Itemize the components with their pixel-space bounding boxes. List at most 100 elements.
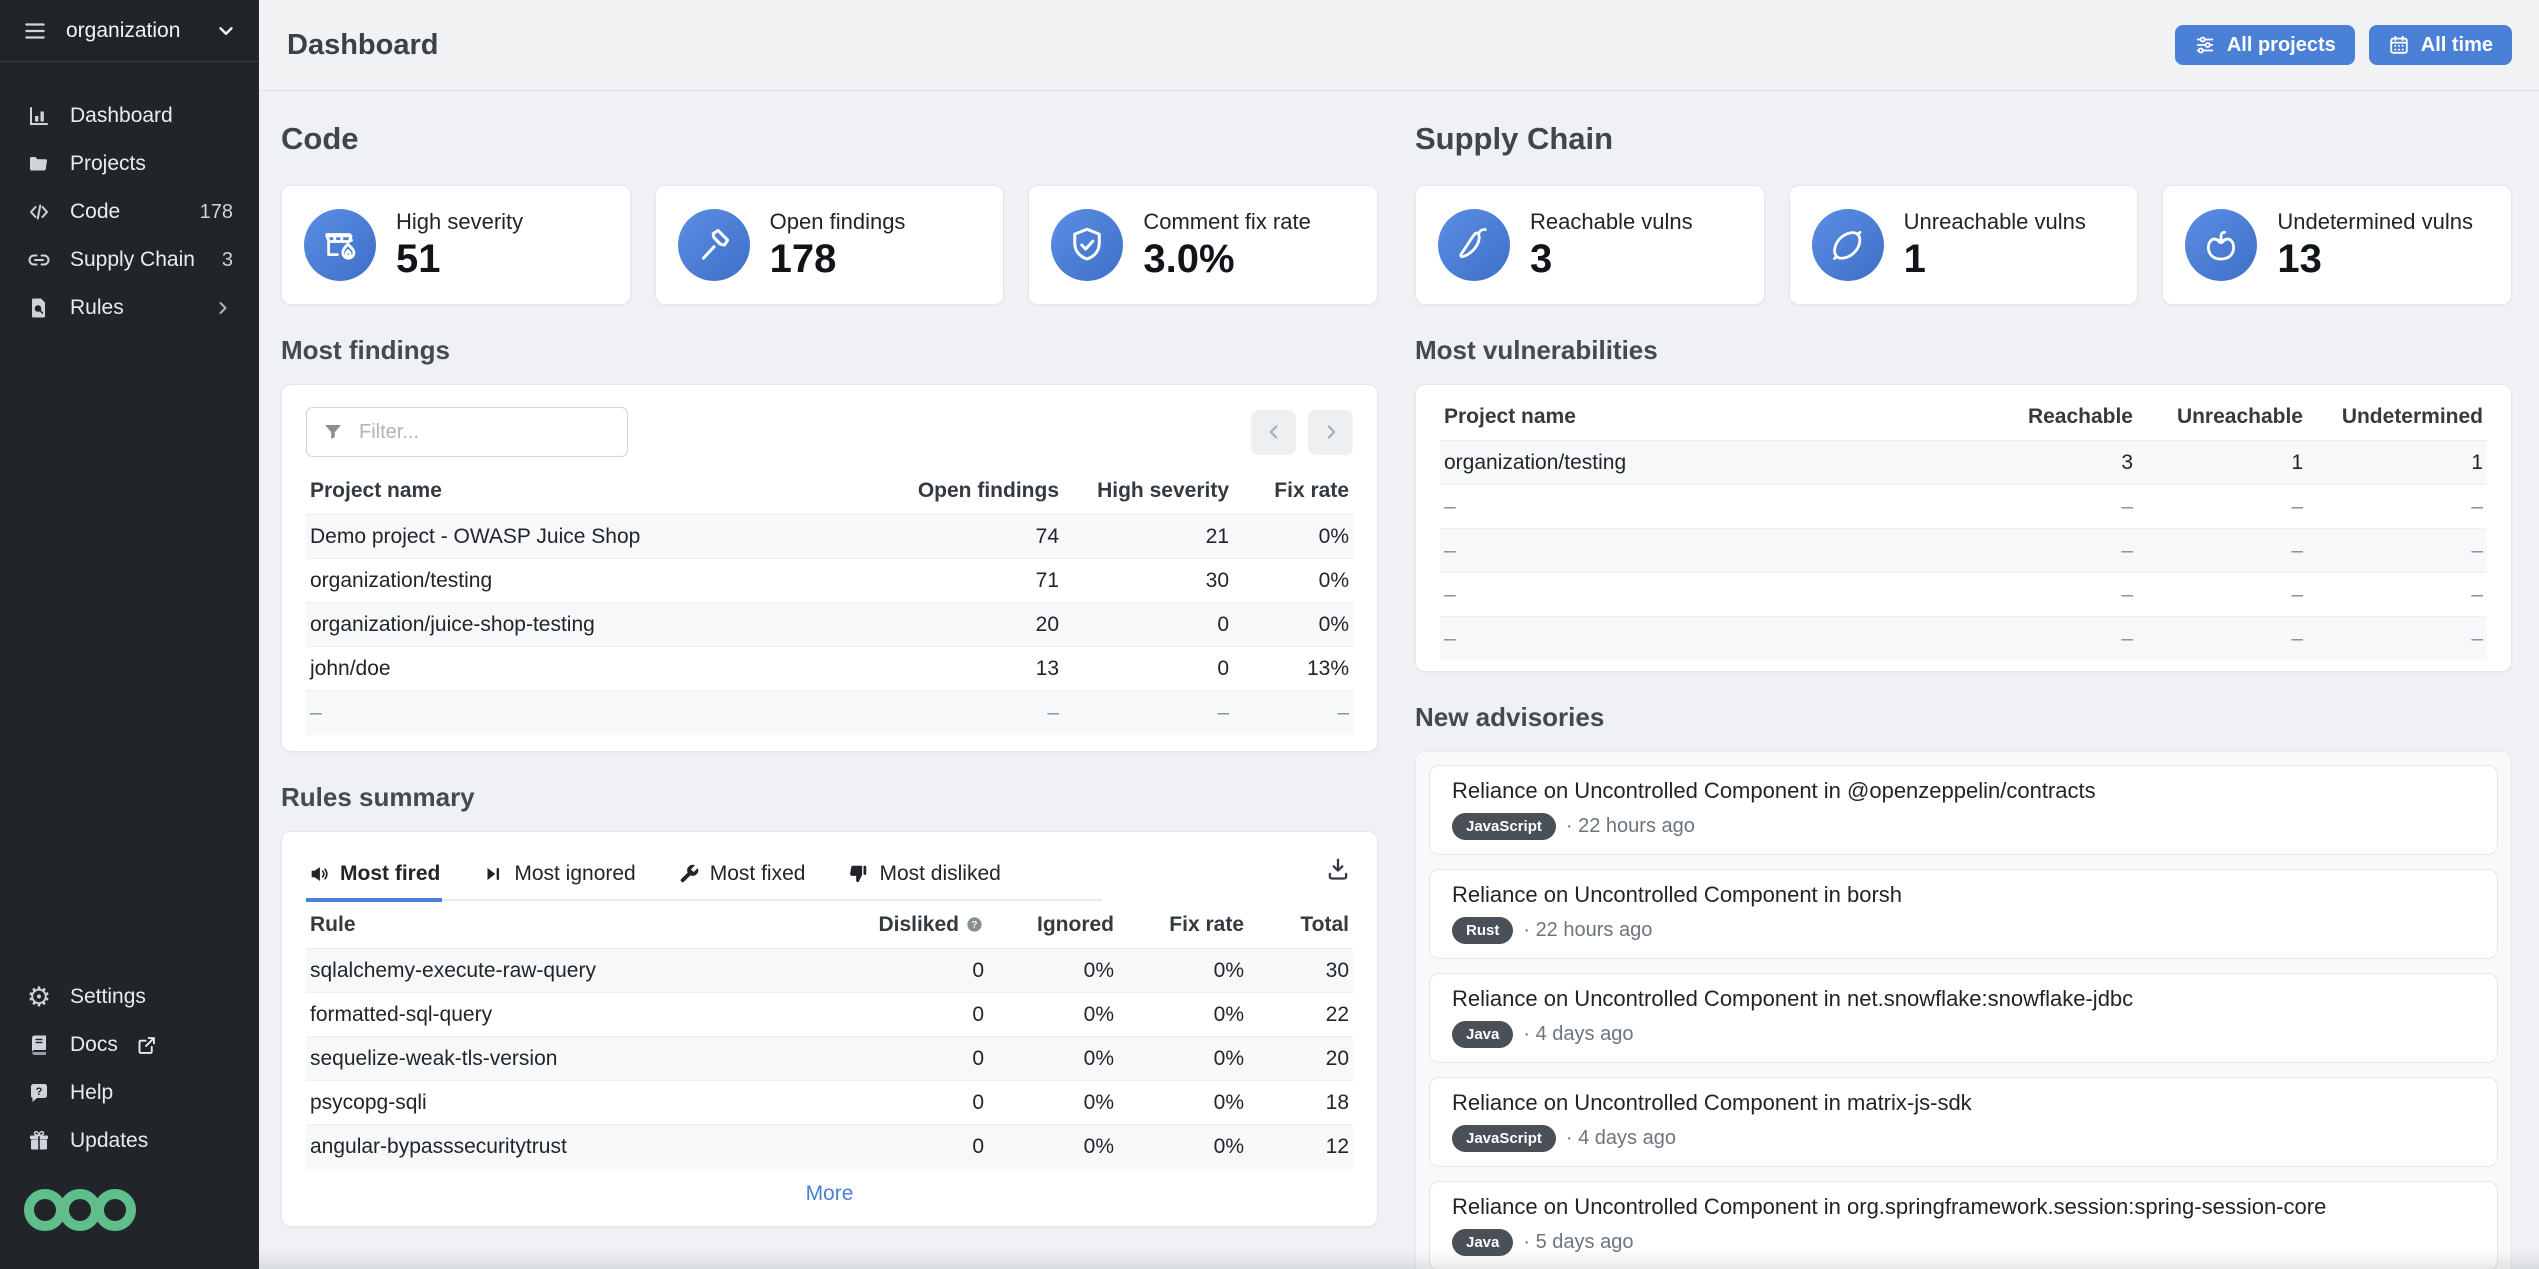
sidebar-item-dashboard[interactable]: Dashboard (0, 92, 259, 140)
advisory-meta: Rust 22 hours ago (1452, 917, 2475, 944)
undetermined-vulns-card[interactable]: Undetermined vulns 13 (2162, 185, 2513, 305)
file-search-icon (26, 296, 52, 320)
table-row[interactable]: – – – – (306, 691, 1353, 735)
open-findings-cell: 20 (1035, 612, 1059, 636)
tab-label: Most fixed (709, 862, 806, 885)
table-row[interactable]: angular-bypasssecuritytrust 0 0% 0% 12 (306, 1125, 1353, 1169)
open-findings-cell: – (1047, 701, 1059, 724)
supply-chain-count: 3 (221, 248, 233, 271)
open-findings-card[interactable]: Open findings 178 (654, 185, 1005, 305)
table-row[interactable]: – – – – (1440, 573, 2487, 617)
total-cell: 12 (1325, 1135, 1349, 1158)
table-row[interactable]: psycopg-sqli 0 0% 0% 18 (306, 1081, 1353, 1125)
help-circle-icon[interactable]: ? (965, 915, 984, 934)
total-cell: 30 (1325, 958, 1349, 982)
advisory-item[interactable]: Reliance on Uncontrolled Component in bo… (1429, 869, 2498, 959)
most-findings-title: Most findings (281, 335, 450, 365)
fix-rate-cell: 13% (1306, 656, 1349, 680)
column-header-disliked: Disliked ? (833, 913, 988, 937)
advisory-meta: JavaScript 4 days ago (1452, 1125, 2475, 1152)
table-row[interactable]: sqlalchemy-execute-raw-query 0 0% 0% 30 (306, 949, 1353, 993)
advisory-item[interactable]: Reliance on Uncontrolled Component in @o… (1429, 765, 2498, 855)
column-header: High severity (1097, 478, 1229, 502)
undetermined-cell: – (2471, 538, 2483, 562)
all-time-filter-button[interactable]: All time (2368, 25, 2512, 65)
disliked-cell: 0 (972, 1090, 984, 1114)
hamburger-menu-icon[interactable] (22, 18, 48, 44)
reachable-vulns-card[interactable]: Reachable vulns 3 (1415, 185, 1765, 305)
download-csv-button[interactable] (1325, 856, 1351, 885)
unreachable-cell: 1 (2291, 450, 2303, 474)
stat-label: High severity (396, 208, 524, 234)
help-bubble-icon: ? (26, 1081, 52, 1105)
sidebar-item-label: Docs (70, 1033, 118, 1056)
hammer-icon (677, 209, 750, 281)
tab-label: Most ignored (514, 862, 636, 885)
rules-rows: sqlalchemy-execute-raw-query 0 0% 0% 30 … (306, 949, 1353, 1169)
table-row[interactable]: – – – – (1440, 485, 2487, 529)
gift-icon (26, 1129, 52, 1153)
advisory-item[interactable]: Reliance on Uncontrolled Component in ne… (1429, 973, 2498, 1063)
table-row[interactable]: – – – – (1440, 529, 2487, 573)
table-row[interactable]: formatted-sql-query 0 0% 0% 22 (306, 993, 1353, 1037)
tab-label: Most fired (340, 862, 441, 885)
tab-most-ignored[interactable]: Most ignored (480, 852, 637, 902)
prev-page-button[interactable] (1251, 409, 1296, 455)
sidebar-item-supply-chain[interactable]: Supply Chain 3 (0, 236, 259, 284)
fix-rate-cell: 0% (1213, 1090, 1244, 1114)
comment-fix-rate-card[interactable]: Comment fix rate 3.0% (1028, 185, 1379, 305)
advisory-title: Reliance on Uncontrolled Component in @o… (1452, 778, 2096, 803)
topbar: Dashboard All projects All time (259, 0, 2539, 91)
sidebar-item-updates[interactable]: Updates (0, 1117, 259, 1165)
advisory-time: 22 hours ago (1523, 919, 1653, 942)
sidebar-item-settings[interactable]: ⚙ Settings (0, 973, 259, 1021)
bar-chart-icon (26, 104, 52, 128)
rule-name-cell: psycopg-sqli (310, 1090, 427, 1114)
table-row[interactable]: organization/juice-shop-testing 20 0 0% (306, 603, 1353, 647)
unreachable-vulns-card[interactable]: Unreachable vulns 1 (1788, 185, 2139, 305)
sidebar-item-rules[interactable]: Rules (0, 284, 259, 332)
most-findings-rows: Demo project - OWASP Juice Shop 74 21 0%… (306, 515, 1353, 735)
more-link[interactable]: More (805, 1182, 854, 1205)
chevron-right-icon (213, 298, 233, 318)
sidebar-item-help[interactable]: ? Help (0, 1069, 259, 1117)
column-header: Reachable (2027, 404, 2133, 428)
topbar-actions: All projects All time (2174, 25, 2512, 65)
advisory-item[interactable]: Reliance on Uncontrolled Component in ma… (1429, 1077, 2498, 1167)
rules-tabs-row: Most fired Most ignored (306, 846, 1353, 902)
tab-most-fired[interactable]: Most fired (306, 852, 443, 902)
disliked-cell: 0 (972, 1002, 984, 1026)
stat-label: Open findings (769, 208, 906, 234)
filter-field (306, 407, 628, 457)
table-row[interactable]: sequelize-weak-tls-version 0 0% 0% 20 (306, 1037, 1353, 1081)
tab-most-disliked[interactable]: Most disliked (845, 852, 1002, 902)
stat-value: 13 (2277, 236, 2322, 281)
rules-table-header: Rule Disliked ? Ignored Fix rate Total (306, 901, 1353, 949)
sidebar-item-docs[interactable]: Docs (0, 1021, 259, 1069)
table-row[interactable]: Demo project - OWASP Juice Shop 74 21 0% (306, 515, 1353, 559)
sidebar-item-projects[interactable]: Projects (0, 140, 259, 188)
stat-label: Undetermined vulns (2277, 208, 2474, 234)
column-header: Project name (310, 478, 442, 502)
high-severity-card[interactable]: High severity 51 (281, 185, 631, 305)
code-section: Code High severity 51 (281, 91, 1379, 1269)
sidebar-item-label: Projects (70, 152, 146, 175)
table-row[interactable]: organization/testing 71 30 0% (306, 559, 1353, 603)
tab-most-fixed[interactable]: Most fixed (676, 852, 808, 902)
table-row[interactable]: organization/testing 3 1 1 (1440, 441, 2487, 485)
all-projects-filter-button[interactable]: All projects (2174, 25, 2355, 65)
advisory-time: 22 hours ago (1566, 815, 1695, 838)
logo-ring (94, 1189, 136, 1231)
sidebar-item-label: Help (70, 1081, 114, 1104)
language-badge: Rust (1452, 917, 1514, 944)
supply-chain-stat-cards: Reachable vulns 3 Unreachable vulns 1 (1415, 185, 2513, 305)
table-row[interactable]: john/doe 13 0 13% (306, 647, 1353, 691)
sidebar-item-code[interactable]: Code 178 (0, 188, 259, 236)
table-row[interactable]: – – – – (1440, 617, 2487, 661)
project-name-cell: organization/testing (1444, 450, 1627, 474)
org-switcher[interactable]: organization (0, 0, 259, 62)
next-page-button[interactable] (1308, 409, 1353, 455)
advisory-item[interactable]: Reliance on Uncontrolled Component in or… (1429, 1181, 2498, 1269)
filter-input[interactable] (306, 407, 628, 457)
column-header: Total (1300, 912, 1349, 936)
